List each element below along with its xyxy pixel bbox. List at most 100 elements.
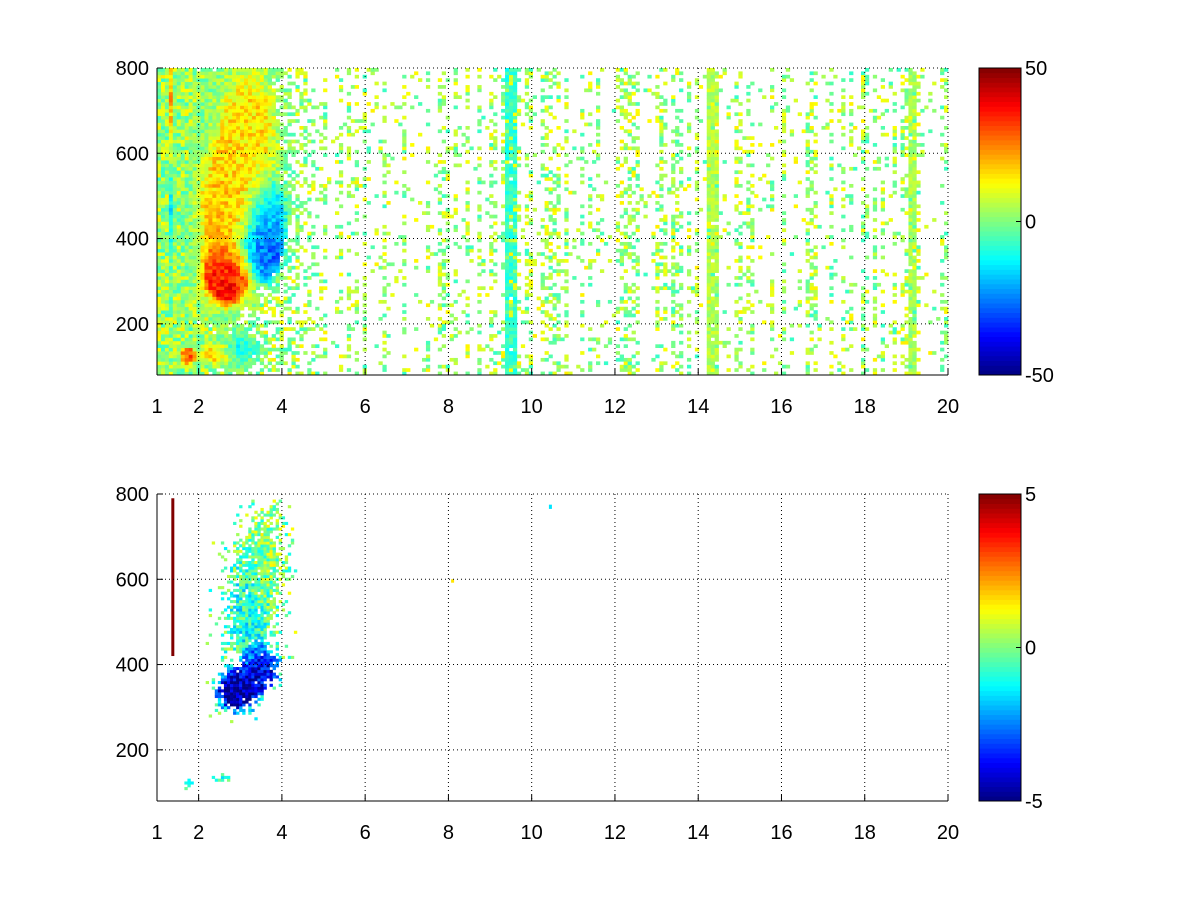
heatmap-cell <box>694 310 700 314</box>
heatmap-cell <box>157 241 162 246</box>
heatmap-cell <box>295 173 300 178</box>
heatmap-cell <box>303 74 308 79</box>
heatmap-cell <box>168 143 174 147</box>
heatmap-cell <box>338 78 344 82</box>
heatmap-cell <box>694 330 700 335</box>
heatmap-cell <box>228 218 233 222</box>
heatmap-cell <box>232 74 237 79</box>
heatmap-cell <box>512 320 518 325</box>
heatmap-cell <box>172 245 178 250</box>
heatmap-cell <box>307 190 312 195</box>
heatmap-cell <box>453 228 458 233</box>
heatmap-cell <box>236 197 241 202</box>
heatmap-cell <box>160 115 166 120</box>
heatmap-cell <box>509 269 514 273</box>
heatmap-cell <box>382 194 387 198</box>
heatmap-cell <box>172 252 178 256</box>
heatmap-cell <box>251 190 257 195</box>
heatmap-cell <box>160 289 166 294</box>
heatmap-cell <box>216 330 221 335</box>
heatmap-cell <box>204 238 209 243</box>
heatmap-cell <box>168 170 174 175</box>
heatmap-cell <box>247 160 253 164</box>
heatmap-cell <box>615 357 621 362</box>
heatmap-cell <box>200 228 205 233</box>
heatmap-cell <box>204 180 209 185</box>
heatmap-cell <box>247 361 253 366</box>
heatmap-cell <box>564 211 569 215</box>
heatmap-cell <box>251 334 257 338</box>
heatmap-cell <box>240 122 245 127</box>
heatmap-cell <box>244 125 249 130</box>
heatmap-cell <box>275 337 280 342</box>
heatmap-cell <box>184 241 189 246</box>
heatmap-cell <box>192 252 197 256</box>
heatmap-cell <box>255 183 261 188</box>
heatmap-cell <box>200 259 205 263</box>
heatmap-cell <box>168 265 174 270</box>
heatmap-cell <box>251 160 257 164</box>
heatmap-cell <box>501 149 506 154</box>
heatmap-cell <box>505 170 510 175</box>
heatmap-cell <box>319 197 324 202</box>
heatmap-cell <box>362 327 367 331</box>
heatmap-cell <box>184 187 189 192</box>
heatmap-cell <box>485 125 490 130</box>
heatmap-cell <box>382 334 387 338</box>
heatmap-cell <box>192 201 197 205</box>
heatmap-cell <box>588 259 593 263</box>
heatmap-cell <box>453 153 458 157</box>
heatmap-cell <box>188 286 193 291</box>
heatmap-cell <box>564 231 569 236</box>
heatmap-cell <box>220 317 225 321</box>
heatmap-cell <box>627 286 632 291</box>
heatmap-cell <box>303 282 308 287</box>
heatmap-cell <box>311 173 316 178</box>
heatmap-cell <box>212 279 217 284</box>
heatmap-cell <box>267 119 272 123</box>
heatmap-cell <box>477 105 482 110</box>
heatmap-cell <box>465 351 470 355</box>
heatmap-cell <box>635 286 640 291</box>
heatmap-cell <box>208 91 213 96</box>
heatmap-cell <box>505 105 510 110</box>
heatmap-cell <box>552 296 557 301</box>
heatmap-cell <box>675 241 680 246</box>
heatmap-cell <box>196 334 201 338</box>
heatmap-cell <box>184 81 189 86</box>
heatmap-cell <box>180 286 185 291</box>
heatmap-cell <box>509 180 514 185</box>
heatmap-cell <box>164 153 170 157</box>
heatmap-cell <box>382 238 387 243</box>
heatmap-cell <box>244 279 249 284</box>
heatmap-cell <box>663 98 668 103</box>
heatmap-cell <box>168 231 174 236</box>
heatmap-cell <box>220 187 225 192</box>
heatmap-cell <box>255 265 261 270</box>
heatmap-cell <box>157 190 162 195</box>
heatmap-cell <box>418 78 423 82</box>
heatmap-cell <box>279 218 284 222</box>
heatmap-cell <box>694 320 700 325</box>
heatmap-cell <box>287 204 292 209</box>
heatmap-cell <box>164 149 170 154</box>
heatmap-cell <box>224 334 229 338</box>
heatmap-cell <box>180 320 185 325</box>
heatmap-cell <box>200 334 205 338</box>
heatmap-cell <box>200 299 205 304</box>
heatmap-cell <box>168 337 174 342</box>
heatmap-cell <box>655 320 660 325</box>
heatmap-cell <box>449 313 454 318</box>
heatmap-cell <box>303 88 308 93</box>
heatmap-cell <box>255 98 261 103</box>
heatmap-cell <box>157 105 162 110</box>
heatmap-cell <box>263 139 269 144</box>
heatmap-cell <box>386 282 391 287</box>
heatmap-cell <box>362 115 367 120</box>
heatmap-cell <box>271 245 276 250</box>
heatmap-cell <box>362 119 367 123</box>
heatmap-cell <box>204 245 209 250</box>
heatmap-cell <box>240 286 245 291</box>
heatmap-cell <box>196 207 201 212</box>
heatmap-cell <box>580 180 585 185</box>
